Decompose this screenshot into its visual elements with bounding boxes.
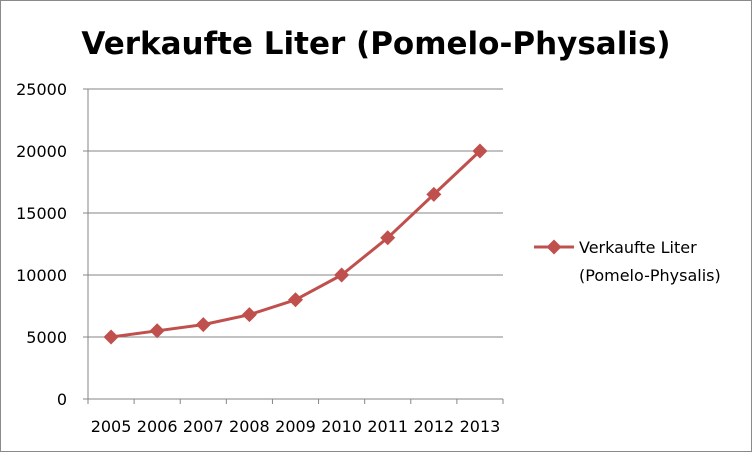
y-tick-label: 5000: [26, 328, 67, 347]
chart-title: Verkaufte Liter (Pomelo-Physalis): [81, 26, 670, 62]
x-tick-label: 2008: [229, 417, 270, 436]
legend-entry-label: Verkaufte Liter: [579, 238, 697, 257]
data-point-marker: [288, 292, 303, 308]
legend-marker-swatch: [546, 239, 562, 255]
x-tick-label: 2013: [460, 417, 501, 436]
data-point-marker: [426, 186, 442, 202]
gridlines: [88, 88, 503, 338]
axes: [83, 88, 504, 404]
x-tick-label: 2011: [367, 417, 408, 436]
data-point-marker: [472, 143, 488, 159]
x-tick-label: 2010: [321, 417, 362, 436]
y-tick-label: 15000: [16, 204, 67, 223]
legend: Verkaufte Liter (Pomelo-Physalis): [534, 238, 721, 285]
y-tick-label: 20000: [16, 142, 67, 161]
y-tick-label: 10000: [16, 266, 67, 285]
y-tick-label: 25000: [16, 80, 67, 99]
x-tick-label: 2009: [275, 417, 316, 436]
x-tick-label: 2007: [183, 417, 224, 436]
y-tick-label: 0: [57, 390, 67, 409]
x-axis-tick-labels: 2005 2006 2007 2008 2009 2010 2011 2012 2013: [91, 417, 501, 436]
data-series: [103, 143, 488, 345]
x-tick-label: 2012: [413, 417, 454, 436]
data-point-marker: [241, 307, 257, 323]
legend-entry-label: (Pomelo-Physalis): [579, 266, 721, 285]
series-line: [110, 149, 481, 339]
data-point-marker: [195, 317, 211, 333]
x-tick-label: 2006: [137, 417, 178, 436]
x-tick-label: 2005: [91, 417, 132, 436]
y-axis-tick-labels: 0 5000 10000 15000 20000 25000: [16, 80, 67, 409]
data-point-marker: [380, 230, 396, 246]
data-point-marker: [103, 329, 119, 345]
data-point-marker: [149, 323, 165, 339]
data-point-marker: [334, 267, 350, 283]
